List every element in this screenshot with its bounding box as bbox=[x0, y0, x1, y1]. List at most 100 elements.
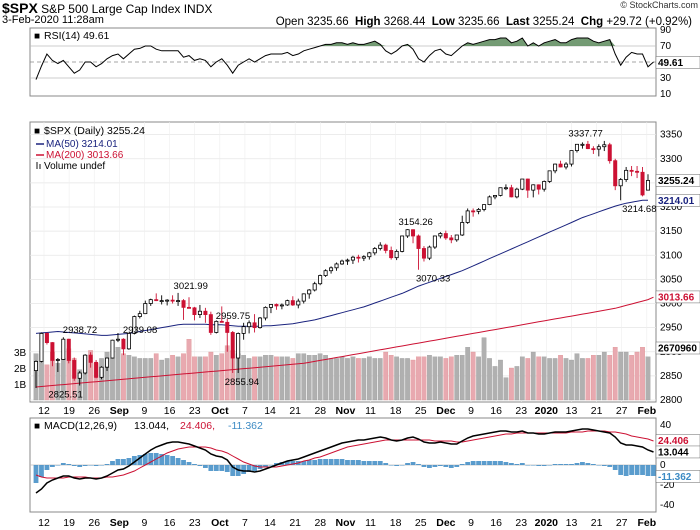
candle-body bbox=[607, 144, 612, 162]
candle bbox=[268, 304, 273, 314]
candle bbox=[520, 178, 525, 191]
macd-histogram-bar bbox=[339, 459, 345, 465]
macd-histogram-bar bbox=[55, 465, 61, 466]
volume-bar bbox=[388, 355, 394, 401]
axis-labels: 9070503010335033003250320031503100305030… bbox=[14, 25, 700, 529]
candle bbox=[121, 338, 126, 356]
volume-bar bbox=[279, 356, 285, 401]
candle bbox=[230, 331, 235, 373]
ma200-value-tag-box bbox=[655, 290, 700, 304]
candle-body bbox=[503, 187, 508, 190]
candle bbox=[471, 208, 476, 217]
x-tick-label: 26 bbox=[88, 405, 100, 417]
volume-bar bbox=[328, 358, 334, 401]
macd-histogram-bar bbox=[476, 461, 482, 465]
macd-histogram-bar bbox=[530, 465, 536, 466]
candle bbox=[285, 299, 290, 306]
candle-body bbox=[613, 160, 618, 187]
candle-body bbox=[252, 322, 257, 329]
x-tick-label-macd: 13 bbox=[566, 517, 578, 529]
volume-bar bbox=[295, 353, 301, 401]
price-tick-label: 3300 bbox=[660, 154, 683, 165]
volume-bar bbox=[110, 358, 115, 401]
candle bbox=[197, 304, 202, 318]
volume-bar bbox=[268, 355, 274, 401]
candle-body bbox=[208, 314, 213, 333]
volume-bar bbox=[645, 356, 651, 401]
macd-histogram-bar bbox=[629, 465, 635, 475]
candle-body bbox=[312, 283, 317, 291]
macd-histogram-bar bbox=[197, 465, 203, 466]
x-tick-label-macd: 19 bbox=[63, 517, 75, 529]
candle bbox=[525, 178, 530, 198]
price-tick-label: 3200 bbox=[660, 202, 683, 213]
rsi-tick-label: 90 bbox=[660, 25, 672, 36]
x-tick-label-macd: Sep bbox=[110, 517, 129, 529]
rsi-tick-label: 70 bbox=[660, 41, 672, 52]
candle-body bbox=[421, 248, 426, 259]
volume-bar bbox=[530, 351, 536, 401]
volume-bar bbox=[361, 358, 367, 401]
volume-bar bbox=[585, 358, 591, 401]
candle bbox=[44, 332, 49, 345]
candle-body bbox=[432, 235, 437, 248]
macd-histogram-bar bbox=[181, 460, 186, 465]
chart-header: $SPX S&P 500 Large Cap Index INDX bbox=[2, 0, 698, 16]
candle-body bbox=[585, 143, 590, 150]
rsi-tick-label: 30 bbox=[660, 73, 672, 84]
macd-histogram-bar bbox=[372, 461, 378, 465]
candle bbox=[454, 234, 459, 242]
x-tick-label: 25 bbox=[415, 405, 427, 417]
candle bbox=[132, 315, 137, 335]
volume-value-tag-box bbox=[655, 341, 700, 355]
moving-averages bbox=[35, 199, 654, 388]
volume-bar bbox=[487, 358, 492, 401]
volume-bar bbox=[623, 351, 629, 401]
x-tick-label-macd: 14 bbox=[264, 517, 276, 529]
price-legend: $SPX (Daily) 3255.24 bbox=[44, 125, 145, 137]
candle-body bbox=[394, 251, 399, 259]
candle-body bbox=[569, 150, 574, 165]
candle-body bbox=[170, 299, 175, 302]
macd-histogram-bar bbox=[443, 465, 449, 467]
macd-histogram-bar bbox=[640, 465, 645, 475]
candle-body bbox=[624, 169, 629, 180]
candle-body bbox=[334, 263, 339, 269]
volume-value-tag: 2670960 bbox=[658, 344, 697, 355]
price-legend-marker: ■ bbox=[34, 126, 40, 137]
candle-body bbox=[525, 178, 530, 191]
ma200-value-tag: 3013.66 bbox=[658, 292, 695, 303]
macd-legend-signal: 24.406, bbox=[180, 420, 215, 432]
candle-body bbox=[290, 300, 295, 306]
volume-bar bbox=[541, 356, 547, 401]
volume-bar bbox=[246, 358, 252, 401]
x-tick-label-macd: 27 bbox=[616, 517, 628, 529]
candle-body bbox=[400, 235, 405, 252]
volume-bar bbox=[629, 355, 634, 401]
candle-body bbox=[618, 179, 623, 187]
macd-histogram-bar bbox=[487, 461, 492, 465]
volume-bar bbox=[224, 345, 230, 401]
candle-body bbox=[247, 322, 252, 328]
volume-bar bbox=[443, 358, 449, 401]
candle bbox=[176, 292, 181, 306]
candle-body bbox=[268, 304, 273, 308]
macd-histogram-bar bbox=[142, 454, 148, 465]
price-tick-label: 3000 bbox=[660, 299, 683, 310]
volume-bar bbox=[121, 353, 126, 401]
candle bbox=[110, 339, 115, 359]
ma50-legend: MA(50) 3214.01 bbox=[46, 139, 118, 150]
open-value: 3235.66 bbox=[307, 16, 349, 28]
candle bbox=[105, 357, 110, 372]
histogram-value-tag: -11.362 bbox=[658, 472, 692, 483]
candle-body bbox=[192, 307, 197, 316]
candle-body bbox=[203, 310, 208, 316]
candle bbox=[531, 184, 536, 198]
macd-histogram-bar bbox=[410, 462, 416, 465]
volume-bar bbox=[181, 353, 186, 401]
volume-bar bbox=[170, 355, 175, 401]
x-tick-label: 21 bbox=[591, 405, 603, 417]
ma50-value-tag: 3214.01 bbox=[658, 196, 695, 207]
volume-bar bbox=[640, 347, 645, 401]
